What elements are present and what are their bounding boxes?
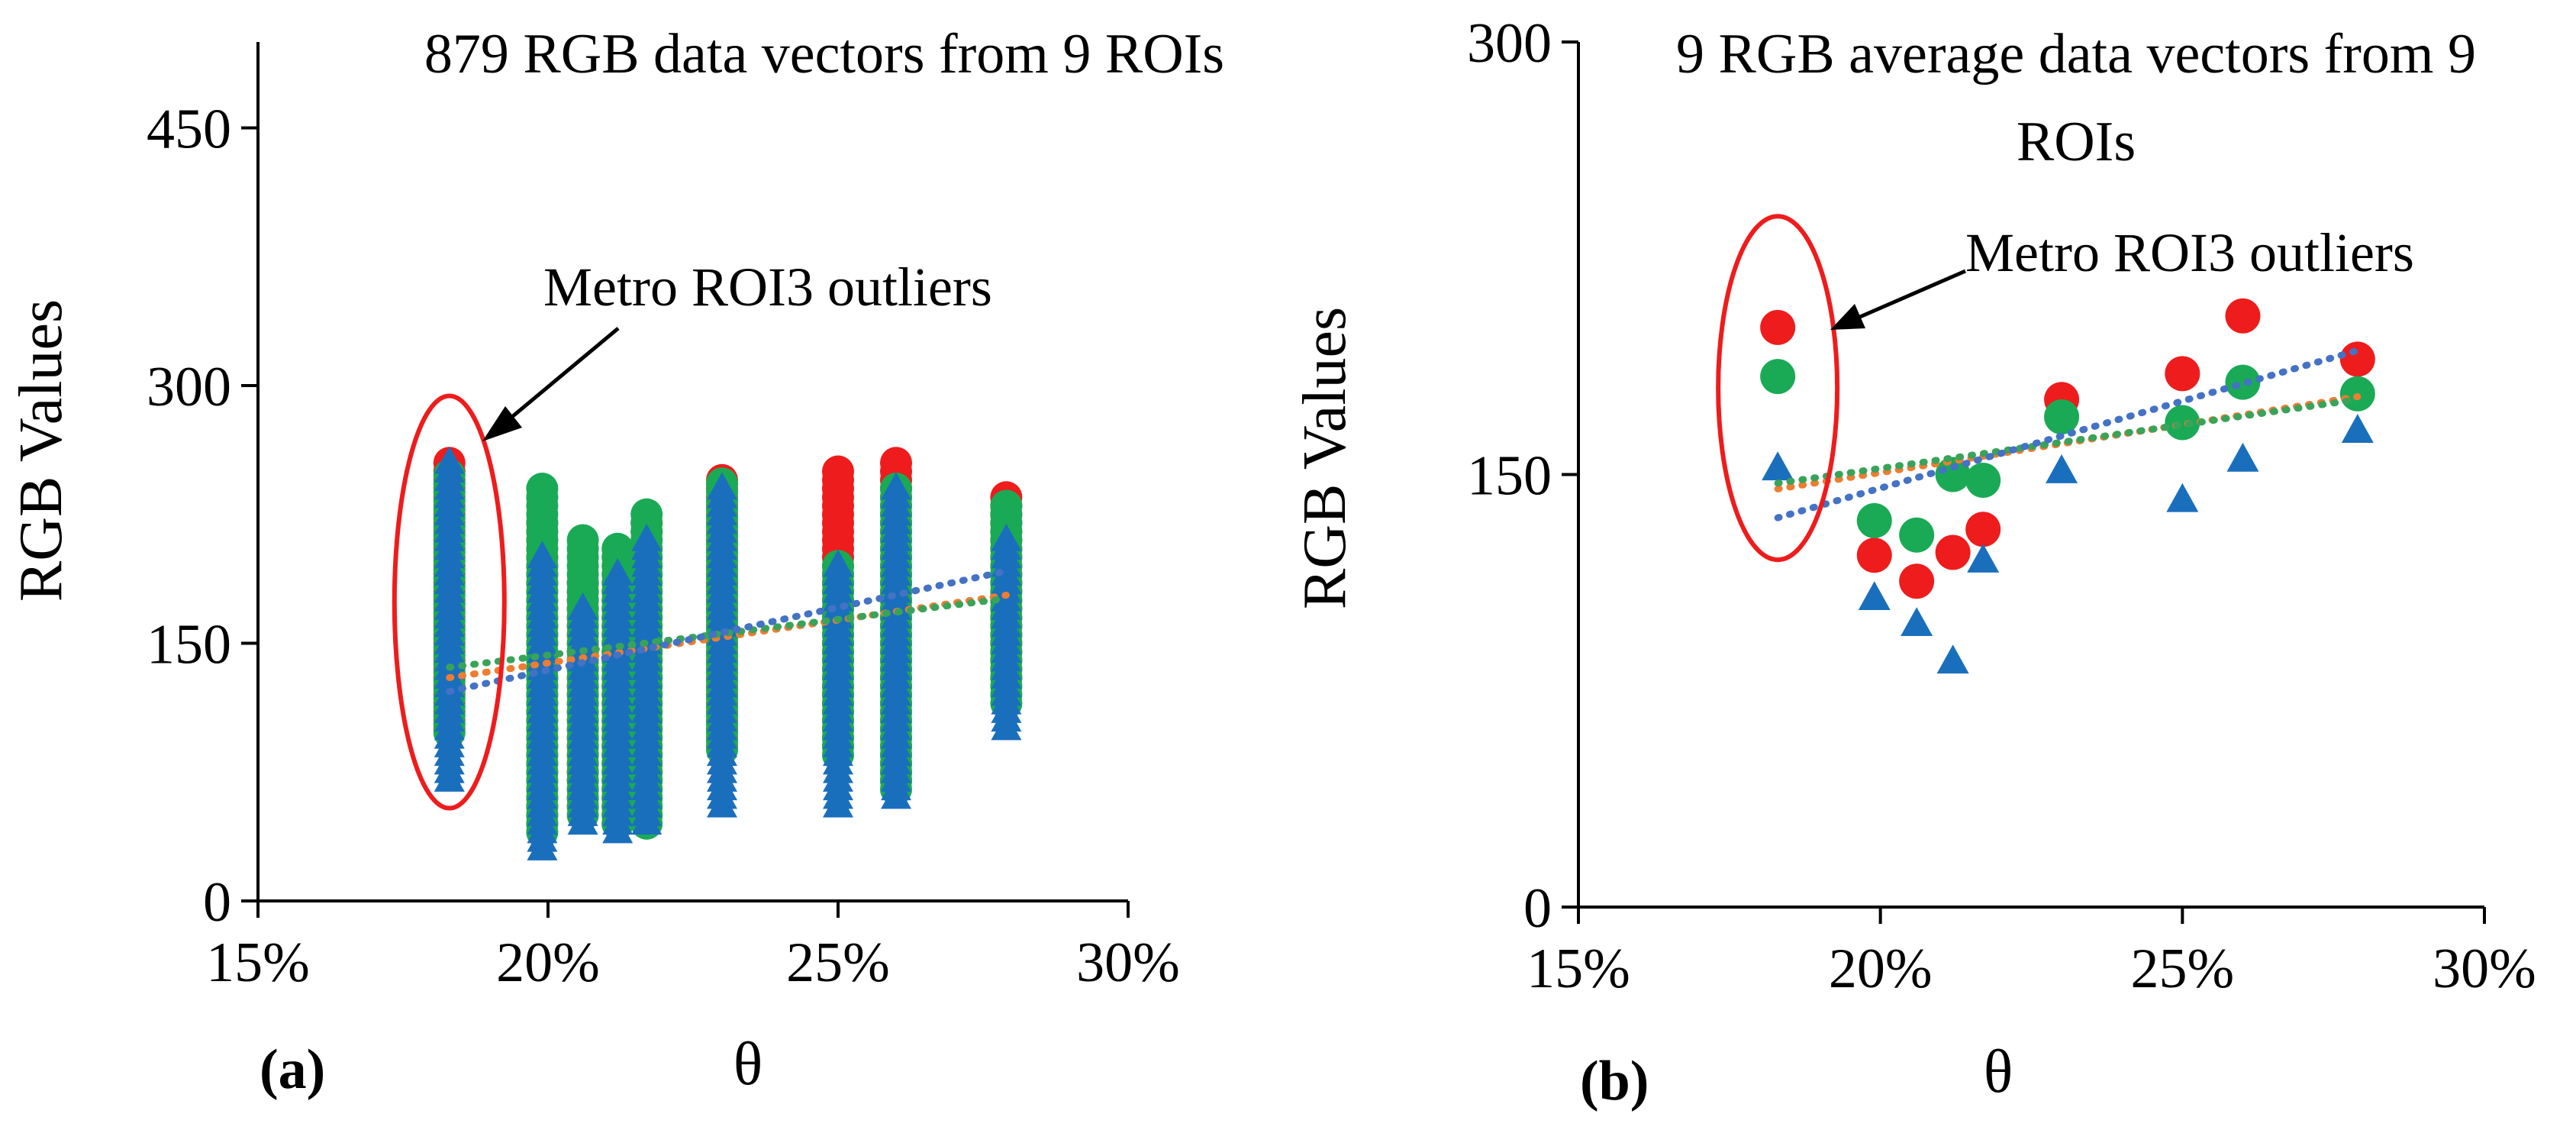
point-b xyxy=(434,446,465,474)
point-b xyxy=(602,557,634,586)
point-r xyxy=(2339,341,2375,377)
panel-a-label: (a) xyxy=(260,1038,325,1101)
point-r xyxy=(1760,309,1796,345)
y-tick-label: 150 xyxy=(1467,445,1552,508)
point-g xyxy=(1965,463,2001,499)
panel-b-xlabel: θ xyxy=(1984,1038,2013,1106)
outlier-ellipse xyxy=(392,393,507,811)
panel-b-annotation: Metro ROI3 outliers xyxy=(1965,222,2414,283)
point-g xyxy=(526,473,559,505)
point-g xyxy=(1856,502,1892,538)
panel-a: 879 RGB data vectors from 9 ROIs RGB Val… xyxy=(8,23,1224,1101)
point-g xyxy=(2165,405,2200,441)
panel-b-title-line2: ROIs xyxy=(2017,111,2136,173)
point-r xyxy=(1965,512,2001,547)
point-r xyxy=(1856,538,1892,573)
point-b xyxy=(527,541,558,569)
x-tick-label: 25% xyxy=(786,931,890,994)
point-g xyxy=(2225,364,2261,400)
plot-area-b: 0 150 300 15% 20% 25% 30% xyxy=(1467,12,2536,1000)
point-g xyxy=(1899,517,1935,553)
y-tick-label: 150 xyxy=(147,614,231,676)
point-b xyxy=(991,523,1022,551)
x-tick-label: 15% xyxy=(1527,938,1630,1000)
annotation-arrow xyxy=(502,327,620,425)
panel-a-annotation: Metro ROI3 outliers xyxy=(543,257,992,318)
point-b xyxy=(1936,644,1969,674)
annotation-arrowhead xyxy=(482,406,522,441)
panel-a-xlabel: θ xyxy=(733,1031,762,1098)
panel-a-title: 879 RGB data vectors from 9 ROIs xyxy=(424,23,1224,86)
panel-b-ylabel: RGB Values xyxy=(1291,307,1359,609)
panel-b-label: (b) xyxy=(1580,1050,1649,1112)
trendline-r xyxy=(446,592,1010,681)
annotation-arrowhead xyxy=(1830,304,1865,330)
point-b xyxy=(2341,414,2374,443)
point-g xyxy=(2044,399,2080,434)
y-tick-label: 450 xyxy=(147,98,231,161)
point-b xyxy=(823,549,853,577)
point-b xyxy=(1858,581,1891,611)
point-b xyxy=(2226,442,2259,472)
point-r xyxy=(822,455,854,488)
y-tick-label: 0 xyxy=(203,871,231,934)
x-tick-label: 25% xyxy=(2131,938,2235,1000)
point-b xyxy=(631,523,663,551)
panel-a-ylabel: RGB Values xyxy=(8,299,75,602)
outlier-ellipse xyxy=(1716,214,1840,563)
panel-b: 9 RGB average data vectors from 9 ROIs R… xyxy=(1291,23,2476,1112)
plot-area-a: 0 150 300 450 15% 20% 25% 30% xyxy=(147,42,1180,994)
y-tick-label: 300 xyxy=(147,356,231,418)
trendline-g xyxy=(1774,396,2362,487)
trendline-b xyxy=(446,567,1010,695)
x-tick-label: 20% xyxy=(496,931,600,994)
panel-b-title-line1: 9 RGB average data vectors from 9 xyxy=(1676,23,2476,86)
annotation-arrow xyxy=(1854,269,1966,321)
point-g xyxy=(1760,359,1796,395)
point-b xyxy=(567,592,598,620)
trendline-b xyxy=(1774,347,2362,521)
point-r xyxy=(2225,298,2261,334)
point-g xyxy=(601,532,634,565)
x-tick-label: 20% xyxy=(1829,938,1933,1000)
point-r xyxy=(2165,356,2200,392)
y-tick-label: 0 xyxy=(1523,877,1552,940)
point-r xyxy=(1935,534,1971,570)
point-g xyxy=(1935,457,1971,492)
point-r xyxy=(880,447,912,479)
point-g xyxy=(566,524,599,557)
y-tick-label: 300 xyxy=(1467,12,1552,75)
point-b xyxy=(2166,483,2199,512)
point-g xyxy=(990,489,1023,522)
point-g xyxy=(630,498,663,531)
point-b xyxy=(1967,544,2000,573)
x-tick-label: 30% xyxy=(2433,938,2536,1000)
x-tick-label: 30% xyxy=(1076,931,1180,994)
point-r xyxy=(1899,563,1935,599)
point-b xyxy=(2046,454,2078,483)
x-tick-label: 15% xyxy=(206,931,310,994)
point-b xyxy=(1901,607,1933,637)
point-b xyxy=(707,472,737,500)
point-b xyxy=(881,472,911,500)
point-b xyxy=(1762,451,1794,481)
